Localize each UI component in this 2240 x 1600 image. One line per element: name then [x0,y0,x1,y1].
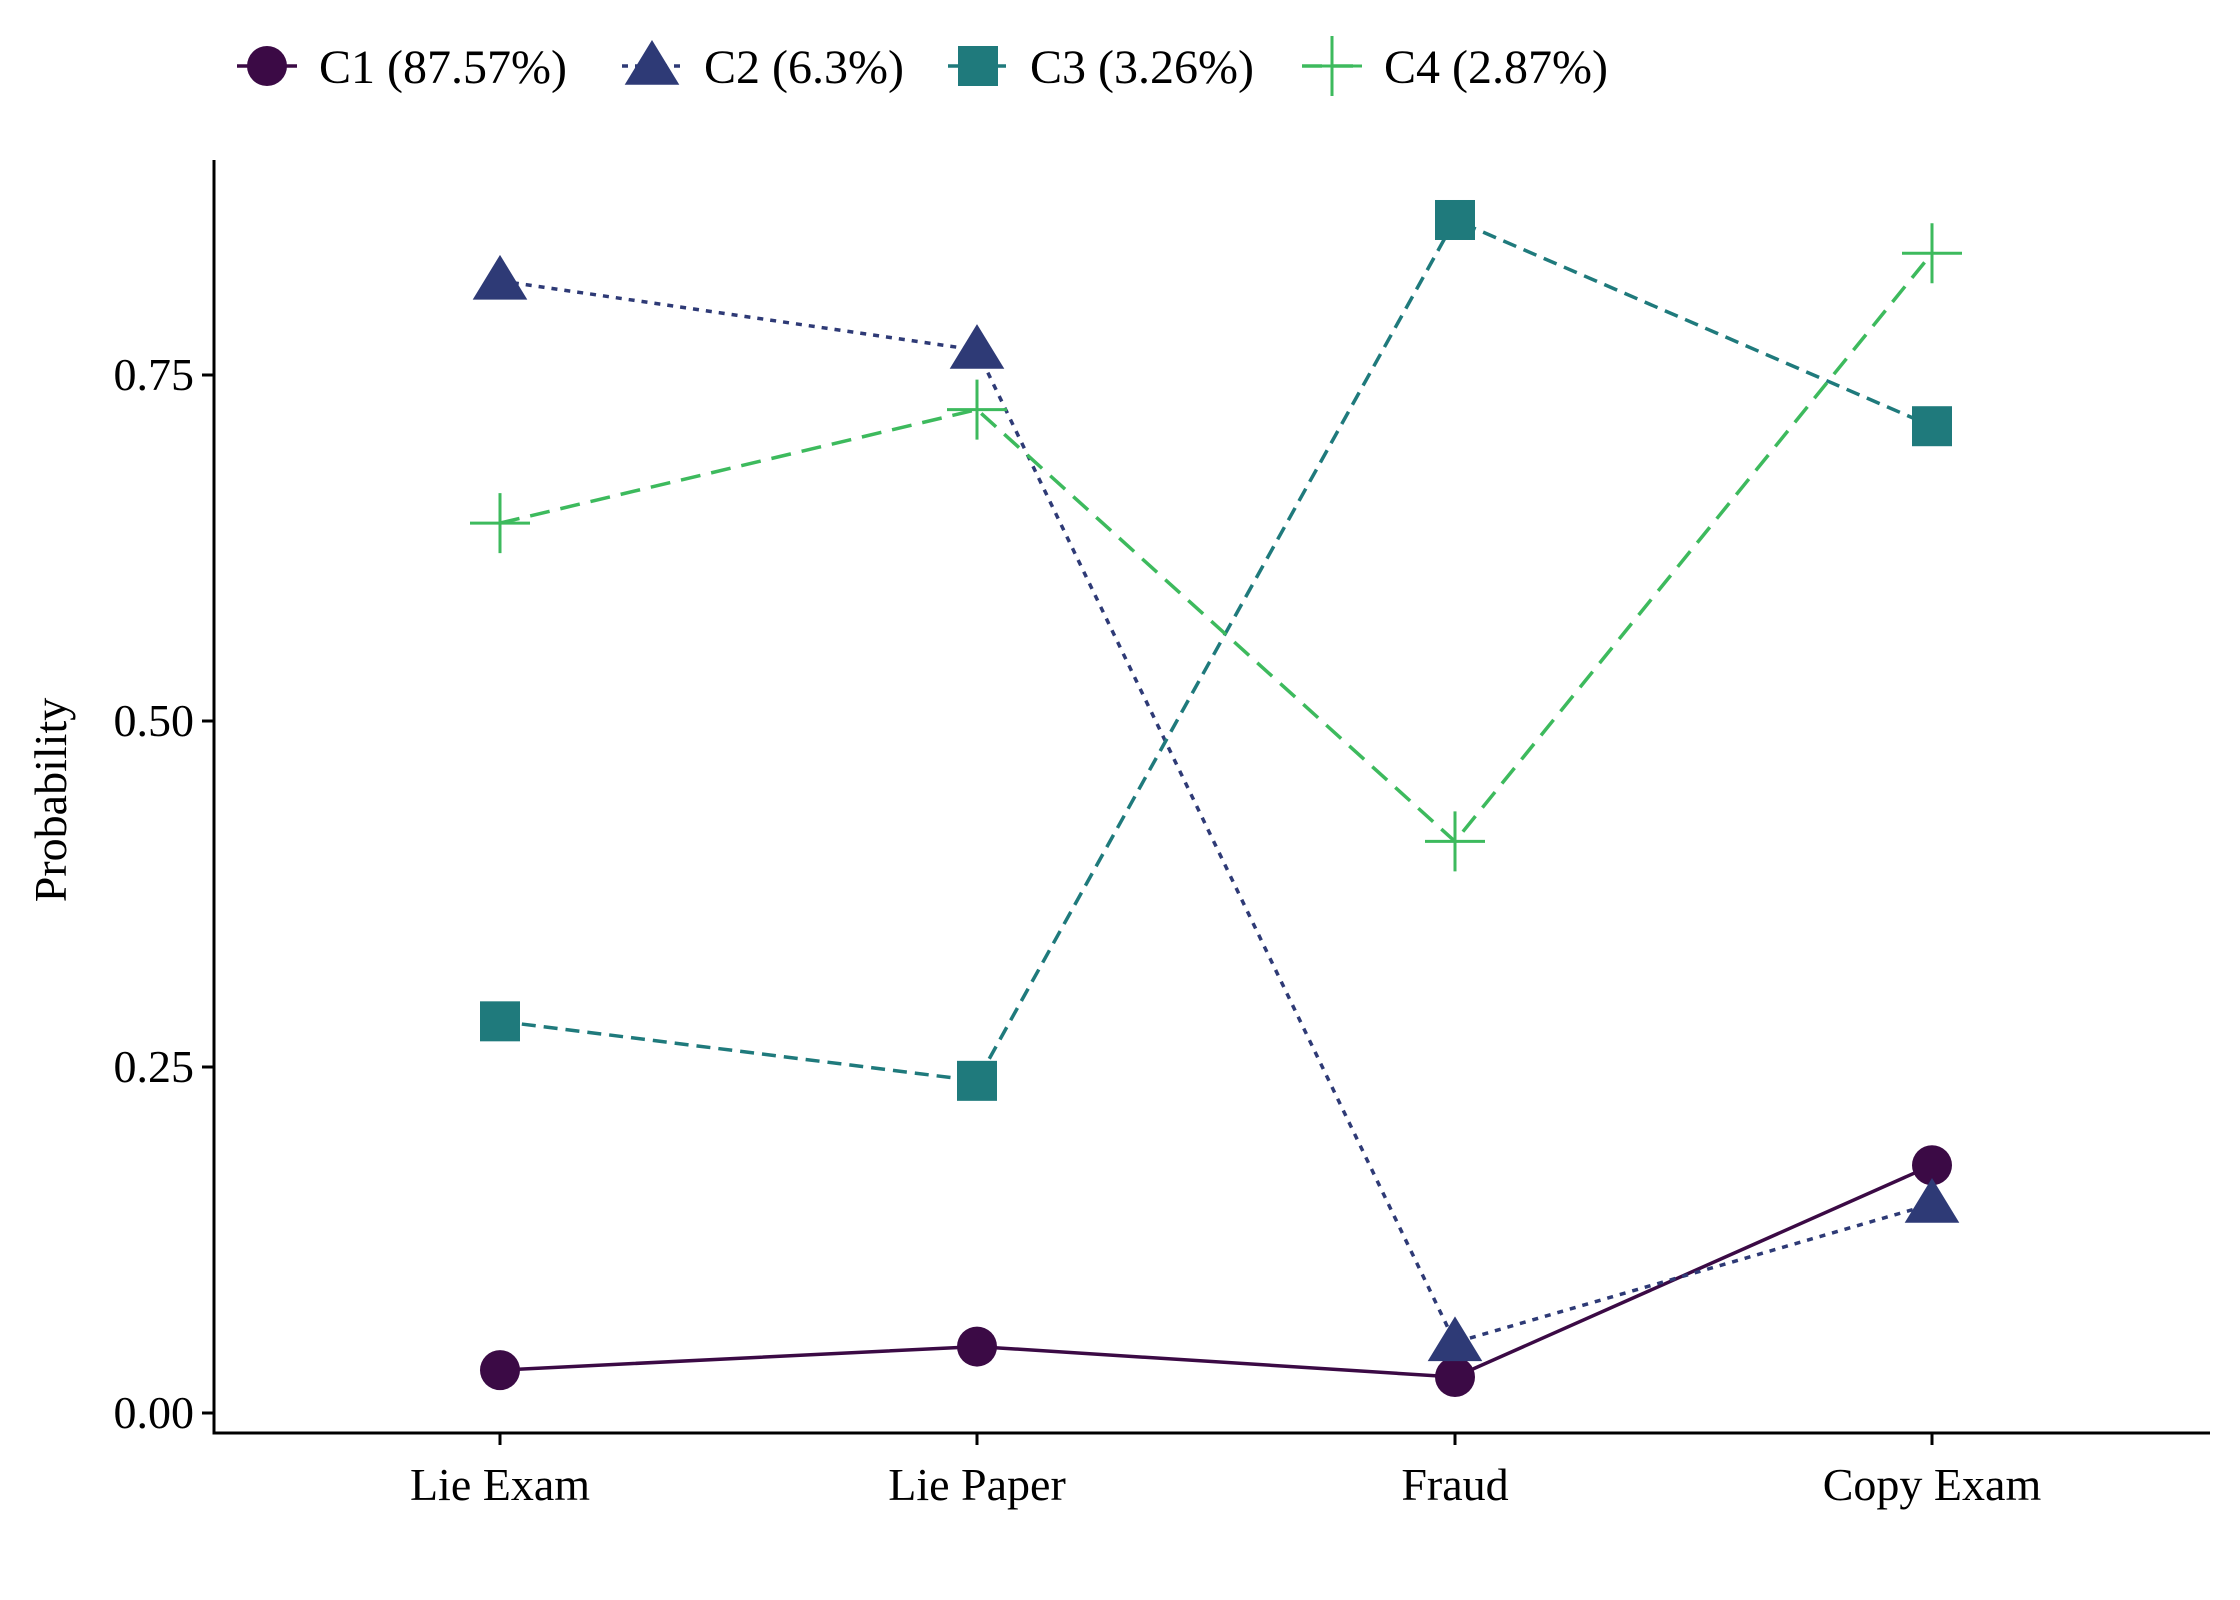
series-3 [480,199,1952,1101]
series-2 [472,254,1960,1362]
series-4 [470,223,1962,872]
y-tick-label: 0.00 [114,1387,195,1438]
legend-item-3: C3 (3.26%) [948,41,1254,94]
legend-key-marker [958,46,998,86]
series-layer [470,199,1962,1398]
legend-label: C4 (2.87%) [1384,41,1608,94]
legend-label: C1 (87.57%) [319,41,567,94]
legend-item-2: C2 (6.3%) [622,40,904,94]
series-line [499,217,1933,1083]
data-point [472,254,528,300]
y-axis-ticks: 0.00 0.25 0.50 0.75 [114,349,214,1438]
data-point [1425,811,1485,872]
data-point [1427,1316,1483,1362]
legend-label: C3 (3.26%) [1030,41,1254,94]
y-tick-label: 0.50 [114,695,195,746]
data-point [1912,1145,1952,1186]
series-line [499,252,1934,844]
data-point [1912,406,1952,447]
legend-label: C2 (6.3%) [704,41,904,94]
legend: C1 (87.57%) C2 (6.3%) C3 (3.26%) C4 (2.87%) [237,36,1608,96]
data-point [1435,199,1475,240]
data-point [480,1001,520,1042]
data-point [957,1060,997,1101]
data-point [949,324,1005,369]
data-point [480,1350,520,1391]
data-point [470,493,530,554]
series-line [499,1163,1933,1379]
legend-key-marker [624,40,680,85]
series-line [499,279,1933,1345]
data-point [1435,1357,1475,1398]
x-tick-label: Lie Exam [410,1459,590,1510]
plot-area: 0.00 0.25 0.50 0.75 Lie Exam Lie Paper Fraud C… [114,160,2210,1510]
data-point [957,1326,997,1367]
legend-key-marker [247,46,287,86]
data-point [947,379,1007,440]
x-tick-label: Copy Exam [1823,1459,2042,1510]
x-tick-label: Fraud [1401,1459,1508,1510]
x-tick-label: Lie Paper [888,1459,1066,1510]
legend-item-1: C1 (87.57%) [237,41,567,94]
data-point [1904,1178,1960,1223]
x-axis-ticks: Lie Exam Lie Paper Fraud Copy Exam [410,1433,2042,1510]
data-point [1902,223,1962,284]
legend-key-marker [1302,36,1362,96]
y-axis-title: Probability [25,698,76,902]
y-tick-label: 0.25 [114,1041,195,1092]
legend-item-4: C4 (2.87%) [1302,36,1608,96]
series-1 [480,1145,1952,1398]
y-tick-label: 0.75 [114,349,195,400]
